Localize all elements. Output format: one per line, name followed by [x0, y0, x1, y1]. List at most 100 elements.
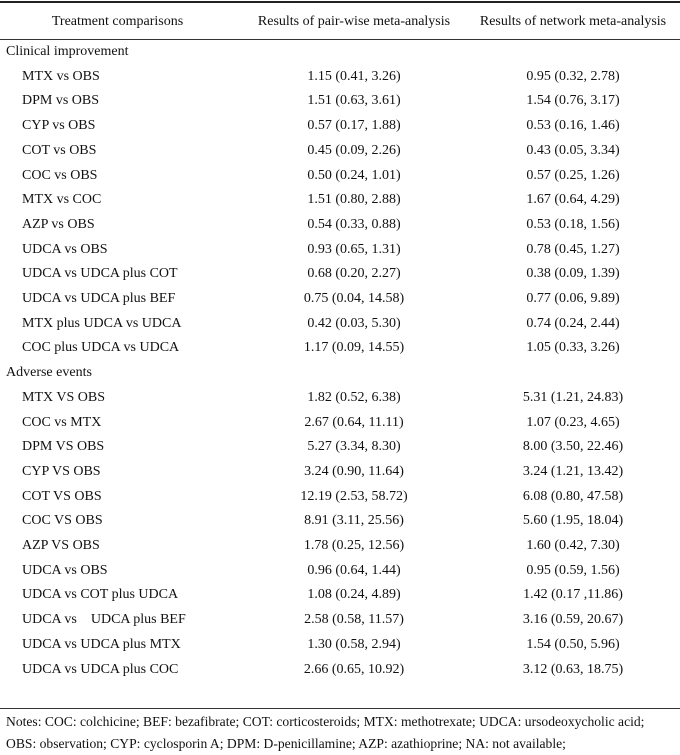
- section-heading-row: Adverse events: [0, 361, 680, 386]
- network-result-cell: 1.05 (0.33, 3.26): [526, 340, 620, 356]
- comparison-cell: UDCA vs UDCA plus COC: [22, 661, 179, 677]
- table-row: COC VS OBS 8.91 (3.11, 25.56) 5.60 (1.95, …: [0, 509, 680, 534]
- comparison-cell: DPM vs OBS: [22, 93, 100, 109]
- section-heading-row: Clinical improvement: [0, 40, 680, 65]
- table-row: UDCA vs OBS 0.93 (0.65, 1.31) 0.78 (0.45, …: [0, 238, 680, 263]
- network-result-cell: 0.95 (0.59, 1.56): [526, 562, 620, 578]
- network-result-cell: 1.54 (0.50, 5.96): [526, 636, 620, 652]
- comparison-cell: MTX vs COC: [22, 192, 102, 208]
- pairwise-result-cell: 1.51 (0.63, 3.61): [307, 93, 401, 109]
- pairwise-result-cell: 1.51 (0.80, 2.88): [307, 192, 401, 208]
- network-result-cell: 0.53 (0.18, 1.56): [526, 216, 620, 232]
- network-result-cell: 1.67 (0.64, 4.29): [526, 192, 620, 208]
- network-result-cell: 0.38 (0.09, 1.39): [526, 266, 620, 282]
- network-result-cell: 3.12 (0.63, 18.75): [522, 661, 624, 677]
- comparison-cell: COC plus UDCA vs UDCA: [22, 340, 180, 356]
- comparison-cell: COC VS OBS: [22, 513, 103, 529]
- pairwise-result-cell: 2.67 (0.64, 11.11): [304, 414, 404, 430]
- pairwise-result-cell: 1.15 (0.41, 3.26): [307, 68, 401, 84]
- network-result-cell: 6.08 (0.80, 47.58): [522, 488, 624, 504]
- table-row: AZP vs OBS 0.54 (0.33, 0.88) 0.53 (0.18, 1…: [0, 213, 680, 238]
- comparison-cell: MTX VS OBS: [22, 389, 105, 405]
- comparison-cell: DPM VS OBS: [22, 439, 105, 455]
- pairwise-result-cell: 0.42 (0.03, 5.30): [307, 315, 401, 331]
- header-pairwise: Results of pair-wise meta-analysis: [257, 14, 451, 29]
- header-treatment-comparisons: Treatment comparisons: [51, 14, 184, 29]
- network-result-cell: 0.78 (0.45, 1.27): [526, 241, 620, 257]
- table-header-row: Treatment comparisons Results of pair-wi…: [0, 4, 680, 39]
- comparison-cell: AZP VS OBS: [22, 538, 100, 553]
- table-row: COT vs OBS 0.45 (0.09, 2.26) 0.43 (0.05, 3…: [0, 139, 680, 164]
- pairwise-result-cell: 1.30 (0.58, 2.94): [307, 636, 401, 652]
- network-result-cell: 5.60 (1.95, 18.04): [522, 513, 624, 529]
- network-result-cell: 0.53 (0.16, 1.46): [526, 118, 620, 134]
- header-rule: [0, 39, 680, 40]
- table-row: MTX vs OBS 1.15 (0.41, 3.26) 0.95 (0.32, 2…: [0, 65, 680, 90]
- pairwise-result-cell: 0.93 (0.65, 1.31): [307, 241, 401, 257]
- network-result-cell: 1.54 (0.76, 3.17): [526, 93, 620, 109]
- pairwise-result-cell: 0.50 (0.24, 1.01): [307, 167, 401, 183]
- table-row: MTX vs COC 1.51 (0.80, 2.88) 1.67 (0.64, 4…: [0, 188, 680, 213]
- pairwise-result-cell: 8.91 (3.11, 25.56): [304, 513, 404, 529]
- table-row: UDCA vs UDCA plus BEF 2.58 (0.58, 11.57) 3…: [0, 608, 680, 633]
- comparison-cell: UDCA vs OBS: [22, 241, 108, 257]
- pairwise-result-cell: 0.57 (0.17, 1.88): [307, 118, 401, 134]
- pairwise-result-cell: 5.27 (3.34, 8.30): [307, 439, 401, 455]
- table-row: UDCA vs COT plus UDCA 1.08 (0.24, 4.89) 1.…: [0, 583, 680, 608]
- comparison-cell: UDCA vs OBS: [22, 562, 108, 578]
- table-row: MTX plus UDCA vs UDCA 0.42 (0.03, 5.30) 0.…: [0, 312, 680, 337]
- comparison-cell: COT vs OBS: [22, 142, 97, 158]
- comparison-cell: COC vs MTX: [22, 414, 102, 430]
- table-bottom-rule: [0, 708, 680, 709]
- table-row: COT VS OBS 12.19 (2.53, 58.72) 6.08 (0.80,…: [0, 485, 680, 510]
- network-result-cell: 1.42 (0.17 ,11.86): [523, 587, 623, 603]
- pairwise-result-cell: 0.45 (0.09, 2.26): [307, 142, 401, 158]
- table-row: UDCA vs UDCA plus BEF 0.75 (0.04, 14.58) 0…: [0, 287, 680, 312]
- table-row: COC vs OBS 0.50 (0.24, 1.01) 0.57 (0.25, 1…: [0, 164, 680, 189]
- network-result-cell: 3.16 (0.59, 20.67): [522, 612, 624, 628]
- pairwise-result-cell: 0.96 (0.64, 1.44): [307, 562, 401, 578]
- table-row: UDCA vs UDCA plus MTX 1.30 (0.58, 2.94) 1.…: [0, 633, 680, 658]
- network-result-cell: 0.95 (0.32, 2.78): [526, 68, 620, 84]
- comparison-cell: COT VS OBS: [22, 488, 102, 504]
- table-row: DPM vs OBS 1.51 (0.63, 3.61) 1.54 (0.76, 3…: [0, 89, 680, 114]
- table-row: UDCA vs UDCA plus COT 0.68 (0.20, 2.27) 0.…: [0, 262, 680, 287]
- table-row: COC vs MTX 2.67 (0.64, 11.11) 1.07 (0.23, …: [0, 411, 680, 436]
- pairwise-result-cell: 12.19 (2.53, 58.72): [300, 488, 408, 504]
- pairwise-result-cell: 3.24 (0.90, 11.64): [304, 463, 404, 479]
- pairwise-result-cell: 2.66 (0.65, 10.92): [303, 661, 405, 677]
- network-result-cell: 8.00 (3.50, 22.46): [522, 439, 624, 455]
- comparison-cell: UDCA vs UDCA plus MTX: [22, 636, 181, 652]
- table-top-rule: [0, 1, 680, 3]
- pairwise-result-cell: 1.08 (0.24, 4.89): [307, 587, 401, 603]
- table-row: UDCA vs UDCA plus COC 2.66 (0.65, 10.92) 3…: [0, 658, 680, 683]
- pairwise-result-cell: 2.58 (0.58, 11.57): [304, 612, 404, 628]
- pairwise-result-cell: 1.17 (0.09, 14.55): [303, 340, 405, 356]
- header-network: Results of network meta-analysis: [479, 14, 667, 29]
- comparison-cell: UDCA vs UDCA plus COT: [22, 266, 178, 282]
- table-row: AZP VS OBS 1.78 (0.25, 12.56) 1.60 (0.42, …: [0, 534, 680, 559]
- network-result-cell: 0.74 (0.24, 2.44): [526, 315, 620, 331]
- network-result-cell: 3.24 (1.21, 13.42): [522, 463, 624, 479]
- comparison-cell: MTX vs OBS: [22, 68, 100, 84]
- table-row: CYP vs OBS 0.57 (0.17, 1.88) 0.53 (0.16, 1…: [0, 114, 680, 139]
- network-result-cell: 5.31 (1.21, 24.83): [522, 389, 624, 405]
- table-row: COC plus UDCA vs UDCA 1.17 (0.09, 14.55) 1…: [0, 336, 680, 361]
- pairwise-result-cell: 1.78 (0.25, 12.56): [303, 538, 405, 553]
- comparison-cell: CYP vs OBS: [22, 118, 96, 134]
- comparison-cell: MTX plus UDCA vs UDCA: [22, 315, 182, 331]
- comparison-cell: UDCA vs UDCA plus BEF: [22, 612, 186, 628]
- pairwise-result-cell: 0.75 (0.04, 14.58): [303, 291, 405, 306]
- comparison-cell: AZP vs OBS: [22, 216, 95, 232]
- section-title: Clinical improvement: [6, 44, 129, 59]
- table-row: DPM VS OBS 5.27 (3.34, 8.30) 8.00 (3.50, 2…: [0, 435, 680, 460]
- comparison-cell: CYP VS OBS: [22, 463, 101, 479]
- pairwise-result-cell: 0.54 (0.33, 0.88): [307, 216, 401, 232]
- comparison-cell: UDCA vs COT plus UDCA: [22, 587, 179, 603]
- table-notes: Notes: COC: colchicine; BEF: bezafibrate…: [6, 714, 645, 751]
- pairwise-result-cell: 0.68 (0.20, 2.27): [307, 266, 401, 282]
- table-row: UDCA vs OBS 0.96 (0.64, 1.44) 0.95 (0.59, …: [0, 559, 680, 584]
- section-title: Adverse events: [6, 365, 92, 381]
- network-result-cell: 1.07 (0.23, 4.65): [526, 414, 620, 430]
- table-row: CYP VS OBS 3.24 (0.90, 11.64) 3.24 (1.21, …: [0, 460, 680, 485]
